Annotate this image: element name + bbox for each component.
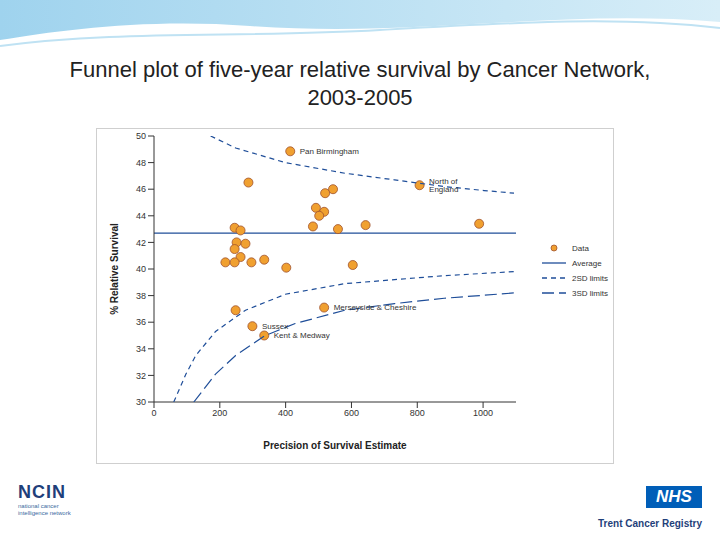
- svg-text:Merseyside & Cheshire: Merseyside & Cheshire: [334, 303, 417, 312]
- svg-text:200: 200: [212, 408, 227, 418]
- svg-text:40: 40: [136, 264, 146, 274]
- svg-text:0: 0: [151, 408, 156, 418]
- svg-text:Average: Average: [572, 259, 602, 268]
- svg-text:42: 42: [136, 238, 146, 248]
- svg-text:38: 38: [136, 291, 146, 301]
- svg-text:36: 36: [136, 317, 146, 327]
- svg-text:30: 30: [136, 397, 146, 407]
- svg-text:3SD limits: 3SD limits: [572, 289, 608, 298]
- svg-text:800: 800: [410, 408, 425, 418]
- svg-text:Data: Data: [572, 244, 589, 253]
- html-text:NCIN: NCIN: [18, 482, 66, 502]
- svg-text:2SD limits: 2SD limits: [572, 274, 608, 283]
- svg-text:400: 400: [278, 408, 293, 418]
- svg-text:% Relative Survival: % Relative Survival: [109, 223, 120, 315]
- svg-text:44: 44: [136, 211, 146, 221]
- svg-text:32: 32: [136, 371, 146, 381]
- html-text:NHS: NHS: [656, 487, 692, 506]
- svg-text:North ofEngland: North ofEngland: [429, 177, 458, 194]
- svg-text:1000: 1000: [473, 408, 493, 418]
- svg-text:Sussex: Sussex: [262, 322, 288, 331]
- html-text:national cancer intelligence n: national cancer intelligence network: [18, 503, 71, 516]
- svg-text:48: 48: [136, 158, 146, 168]
- html-text:Trent Cancer Registry: Trent Cancer Registry: [598, 518, 702, 529]
- svg-text:34: 34: [136, 344, 146, 354]
- svg-text:600: 600: [344, 408, 359, 418]
- svg-text:46: 46: [136, 184, 146, 194]
- svg-text:Kent & Medway: Kent & Medway: [274, 331, 330, 340]
- svg-text:50: 50: [136, 131, 146, 141]
- svg-text:Precision of Survival Estimate: Precision of Survival Estimate: [263, 440, 407, 451]
- html-text:Funnel plot of five-year relat: Funnel plot of five-year relative surviv…: [69, 57, 651, 110]
- svg-text:Pan Birmingham: Pan Birmingham: [300, 147, 359, 156]
